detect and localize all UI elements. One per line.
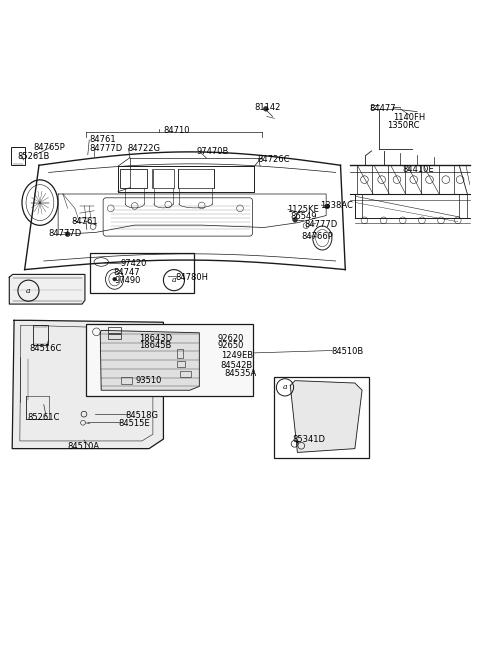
Text: 18643D: 18643D (140, 333, 173, 342)
Polygon shape (12, 320, 163, 449)
Text: 84410E: 84410E (403, 165, 434, 174)
Text: a: a (283, 383, 287, 392)
Text: 92620: 92620 (217, 333, 243, 342)
Bar (108, 327, 121, 333)
Polygon shape (290, 380, 362, 453)
Text: 84710: 84710 (163, 127, 190, 135)
Circle shape (113, 277, 117, 281)
Text: 97420: 97420 (120, 259, 147, 268)
Text: 86549: 86549 (291, 212, 317, 221)
Bar (90, 253, 194, 293)
Text: a: a (26, 287, 31, 295)
Bar (120, 169, 147, 188)
Text: 84535A: 84535A (225, 369, 257, 379)
Text: 1125KE: 1125KE (287, 205, 319, 214)
Polygon shape (9, 274, 85, 304)
Text: 84766P: 84766P (301, 232, 333, 241)
Bar (274, 377, 369, 458)
Text: 84777D: 84777D (304, 220, 337, 229)
Text: 93510: 93510 (136, 376, 162, 385)
Text: 84477: 84477 (369, 104, 396, 113)
Text: 84516C: 84516C (29, 344, 62, 353)
Text: 18645B: 18645B (140, 341, 172, 350)
Bar (86, 324, 253, 396)
Text: 84722G: 84722G (128, 144, 160, 153)
Text: a: a (172, 276, 176, 284)
Bar (108, 334, 121, 340)
Circle shape (293, 217, 298, 222)
Circle shape (264, 106, 268, 111)
Text: 1338AC: 1338AC (321, 201, 353, 210)
Text: 85261C: 85261C (27, 413, 60, 422)
Text: 84510A: 84510A (68, 442, 100, 451)
Text: 97490: 97490 (115, 276, 141, 285)
Text: 81142: 81142 (254, 104, 281, 112)
Bar (177, 361, 185, 367)
Bar (177, 349, 182, 358)
Text: 84747: 84747 (113, 268, 140, 276)
Circle shape (296, 440, 299, 443)
Polygon shape (100, 331, 199, 390)
Bar (121, 377, 132, 384)
Text: 84765P: 84765P (33, 142, 65, 152)
Text: 84510B: 84510B (331, 347, 363, 356)
Bar (11, 147, 24, 165)
Circle shape (65, 232, 70, 237)
Text: 84777D: 84777D (89, 144, 122, 153)
Text: 1249EB: 1249EB (221, 351, 253, 360)
Text: 84515E: 84515E (119, 419, 150, 428)
Text: 84761: 84761 (89, 135, 116, 144)
Text: 97470B: 97470B (197, 148, 229, 156)
Text: 84518G: 84518G (125, 411, 158, 420)
Bar (153, 169, 174, 188)
Circle shape (324, 204, 329, 209)
Text: 92650: 92650 (217, 341, 243, 350)
Text: 84726C: 84726C (257, 155, 290, 163)
Bar (33, 325, 48, 345)
Bar (180, 371, 191, 377)
Text: 85261B: 85261B (17, 152, 49, 161)
Text: 1140FH: 1140FH (393, 113, 425, 122)
Text: 84777D: 84777D (48, 229, 82, 238)
Bar (178, 169, 214, 188)
Text: 84780H: 84780H (176, 274, 209, 282)
Text: 85341D: 85341D (293, 435, 325, 444)
Text: 84542B: 84542B (221, 361, 253, 370)
Text: 84761: 84761 (72, 217, 98, 226)
Text: 1350RC: 1350RC (387, 121, 420, 130)
